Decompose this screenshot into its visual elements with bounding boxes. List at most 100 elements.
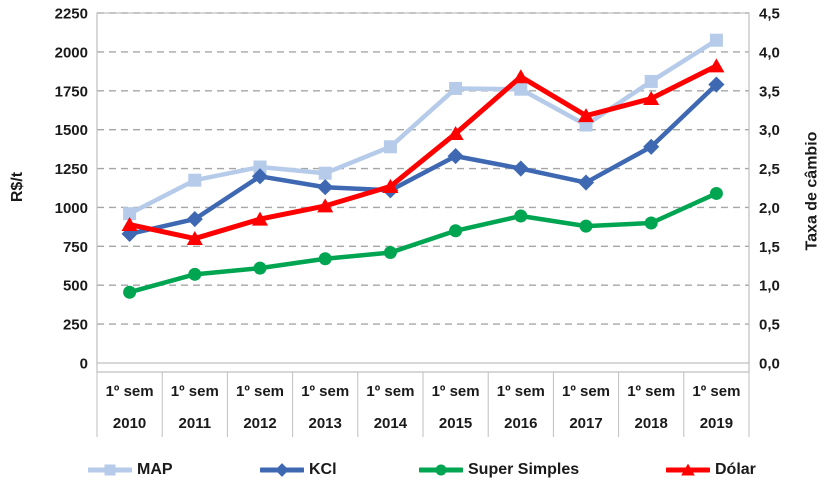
x-label-sem: 1º sem [106,383,154,400]
left-axis-tick-label: 1500 [55,122,88,139]
d-lar-marker-2015 [447,126,464,141]
map-line [127,37,719,216]
left-axis-tick-label: 250 [63,317,88,334]
right-axis-tick-label: 4,0 [759,44,780,61]
left-axis-tick-label: 1250 [55,161,88,178]
left-axis-tick-label: 500 [63,278,88,295]
right-axis-tick-label: 3,0 [759,122,780,139]
left-axis-tick-label: 1000 [55,200,88,217]
x-label-year: 2014 [374,415,408,432]
kcl-marker-2017 [577,174,595,191]
legend-item-super-simples: Super Simples [419,458,579,482]
d-lar-marker-2016 [512,69,529,84]
x-label-year: 2012 [243,415,276,432]
map-marker-2011 [188,173,202,187]
x-label-sem: 1º sem [301,383,349,400]
map-marker-2012 [253,160,267,174]
d-lar-marker-2011 [186,231,203,246]
left-axis-tick-label: 2000 [55,44,88,61]
kcl-marker-2018 [643,138,660,155]
kcl-line [127,82,719,237]
right-axis-tick-label: 0,5 [759,317,780,334]
super-simples-marker-2012 [253,261,267,275]
legend-map-marker-icon [88,464,132,476]
super-simples-marker-2016 [514,209,528,223]
super-simples-marker-2017 [579,219,593,233]
super-simples-marker-2019 [709,186,723,200]
d-lar-marker-2010 [121,217,138,232]
legend-label-super-simples: Super Simples [468,461,580,478]
x-label-sem: 1º sem [497,383,545,400]
kcl-marker-2012 [251,168,269,185]
right-axis-tick-label: 1,0 [759,278,780,295]
x-label-year: 2016 [504,415,537,432]
legend-map-glyph [104,464,116,476]
legend-d-lar-glyph [681,463,695,476]
x-label-sem: 1º sem [366,383,414,400]
legend-label-kcl: KCl [309,461,337,478]
x-label-year: 2017 [569,415,602,432]
right-axis-title: Taxa de câmbio [803,131,821,251]
super-simples-line [127,191,719,295]
map-marker-2015 [449,81,463,95]
map-marker-2016 [514,82,528,96]
super-simples-marker-2015 [449,224,463,238]
map-marker-2019 [709,33,723,47]
kcl-marker-2013 [317,179,334,196]
legend-item-kcl: KCl [260,458,337,482]
legend-kcl-glyph [275,463,289,477]
legend-item-map: MAP [88,458,173,482]
d-lar-marker-2019 [708,58,725,73]
x-label-year: 2011 [179,415,212,432]
x-label-year: 2013 [309,415,342,432]
left-axis-tick-label: 0 [80,356,88,373]
d-lar-marker-2012 [251,211,269,226]
chart-legend: MAP KCl Super Simples Dólar [0,458,836,484]
x-label-sem: 1º sem [627,383,675,400]
legend-item-d-lar: Dólar [666,458,756,482]
super-simples-marker-2018 [644,216,658,230]
right-axis-tick-label: 2,5 [759,161,780,178]
x-label-sem: 1º sem [171,383,219,400]
x-label-sem: 1º sem [432,383,480,400]
x-label-sem: 1º sem [692,383,740,400]
kcl-marker-2015 [447,148,464,165]
kcl-marker-2019 [708,76,725,93]
right-axis-tick-label: 1,5 [759,239,780,256]
d-lar-marker-2014 [382,178,399,193]
x-label-sem: 1º sem [236,383,284,400]
legend-kcl-marker-icon [260,463,304,477]
left-axis-tick-label: 750 [63,239,88,256]
left-axis-tick-label: 1750 [55,83,88,100]
right-axis-tick-label: 3,5 [759,83,780,100]
map-marker-2010 [123,207,137,221]
map-marker-2014 [383,140,397,154]
right-axis-tick-label: 4,5 [759,6,780,23]
super-simples-marker-2011 [188,267,202,281]
x-label-year: 2019 [700,415,733,432]
left-axis-title: R$/t [9,171,26,203]
plot-border [96,12,750,364]
x-label-year: 2015 [439,415,472,432]
super-simples-marker-2014 [383,246,397,260]
x-label-sem: 1º sem [562,383,610,400]
legend-label-map: MAP [137,461,173,478]
super-simples-marker-2010 [123,285,137,299]
legend-super-simples-glyph [435,464,447,476]
legend-label-d-lar: Dólar [715,461,756,478]
chart-canvas: 0 250 500 750 1000 1250 1500 1750 2000 2250 0,0 0,5… [55,6,780,437]
right-axis-tick-label: 2,0 [759,200,780,217]
legend-d-lar-marker-icon [666,463,710,476]
kcl-marker-2016 [512,160,529,177]
x-label-year: 2010 [113,415,146,432]
x-label-year: 2018 [635,415,668,432]
d-lar-marker-2013 [317,198,334,213]
map-marker-2018 [644,74,658,88]
d-lar-marker-2018 [643,91,660,106]
super-simples-marker-2013 [318,252,332,266]
left-axis-tick-label: 2250 [55,6,88,23]
right-axis-tick-label: 0,0 [759,356,780,373]
legend-super-simples-marker-icon [419,464,463,476]
kcl-marker-2011 [186,211,203,228]
